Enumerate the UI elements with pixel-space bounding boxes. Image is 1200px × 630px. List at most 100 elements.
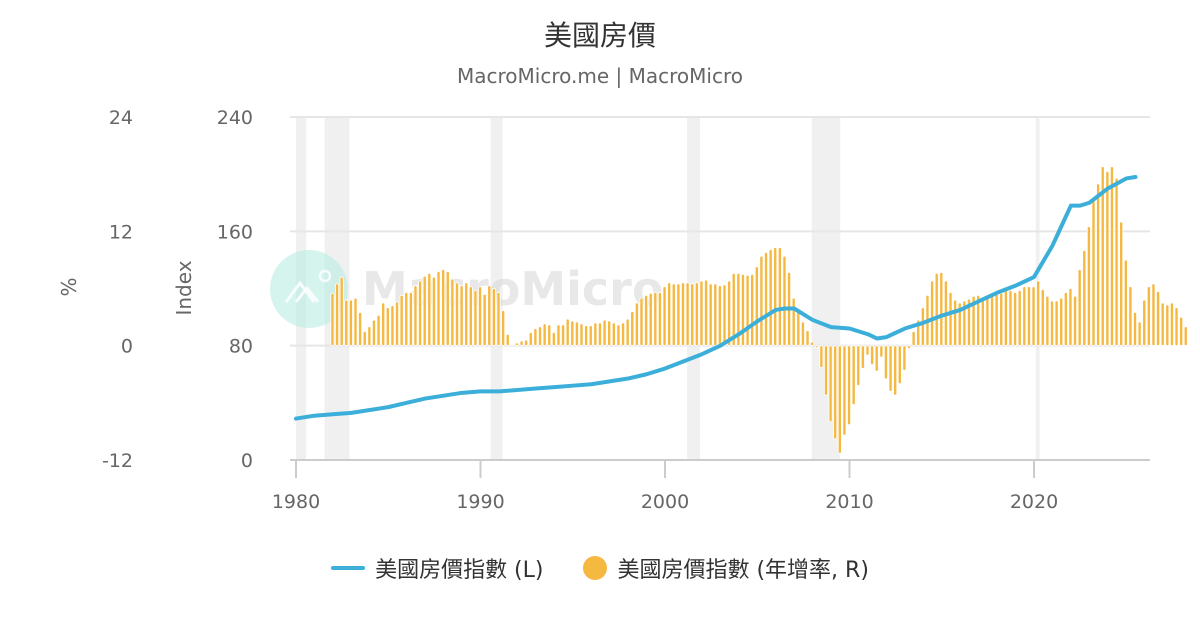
yoy-bar [644,294,649,347]
line-swatch-icon [331,566,366,570]
yoy-bar [339,276,344,347]
right-axis-title: % [57,277,81,296]
yoy-bar [1137,321,1142,347]
yoy-bar [1114,177,1119,347]
yoy-bar [459,285,464,347]
yoy-bar [625,318,630,347]
yoy-bar [404,291,409,347]
yoy-bar [538,326,543,347]
yoy-bar [957,302,962,347]
yoy-bar [468,286,473,347]
yoy-bar [607,320,612,347]
x-tick-label: 2020 [1010,491,1058,513]
yoy-bar [584,325,589,347]
yoy-bar [542,323,547,347]
yoy-bar [717,285,722,347]
yoy-bar [842,345,847,436]
yoy-bar [782,255,787,347]
yoy-bar [819,345,824,368]
yoy-bar [450,278,455,347]
yoy-bar [713,283,718,347]
yoy-bar [704,279,709,347]
yoy-bar [685,282,690,347]
yoy-bar [814,345,819,348]
circle-swatch-icon [583,556,608,580]
yoy-bar [1179,316,1184,347]
yoy-bar [856,345,861,387]
yoy-bar [745,274,750,347]
yoy-bar [1040,289,1045,347]
legend-label-index: 美國房價指數 (L) [375,558,544,583]
yoy-bar [727,280,732,347]
yoy-bar [1059,297,1064,347]
yoy-bar [519,340,524,347]
legend-label-yoy: 美國房價指數 (年增率, R) [617,558,869,583]
yoy-bar [1119,221,1124,347]
yoy-bar [565,318,570,347]
left-axis-tick: 240 [217,107,253,129]
yoy-bar [930,280,935,347]
yoy-bar [1022,286,1027,347]
yoy-bar [879,345,884,358]
yoy-bar [454,282,459,347]
yoy-bar [408,291,413,347]
legend-item-yoy[interactable]: 美國房價指數 (年增率, R) [583,552,869,584]
yoy-bar [777,247,782,347]
yoy-bar [348,299,353,347]
yoy-bar [399,294,404,347]
yoy-bar [482,293,487,347]
yoy-bar [773,247,778,347]
right-axis-tick: -12 [102,450,133,472]
yoy-bar [764,251,769,347]
yoy-bar [768,249,773,347]
yoy-bar [533,328,538,347]
yoy-bar [1091,198,1096,347]
yoy-bar [1045,295,1050,347]
yoy-bar [681,282,686,347]
right-axis-tick: 12 [109,221,133,243]
yoy-bar [376,314,381,347]
yoy-bar [791,297,796,347]
yoy-bar [911,330,916,347]
left-axis-tick: 80 [229,336,253,358]
left-axis-title: Index [172,260,196,315]
yoy-bar [976,294,981,347]
yoy-bar [750,273,755,347]
yoy-bar [883,345,888,380]
chart-subtitle: MacroMicro.me | MacroMicro [457,64,743,88]
yoy-bar [1160,302,1165,347]
yoy-bar [634,302,639,347]
yoy-bar [1151,283,1156,347]
yoy-bar [501,310,506,347]
index-line [294,175,1138,421]
yoy-bar [524,339,529,347]
yoy-bar [1017,290,1022,347]
yoy-bar [1096,183,1101,347]
yoy-bar [496,291,501,347]
yoy-bar [985,294,990,347]
yoy-bar [865,345,870,356]
yoy-bar [413,285,418,347]
yoy-bar [1077,269,1082,347]
right-axis-tick: 0 [121,336,133,358]
yoy-bar [491,288,496,347]
yoy-bar [754,266,759,347]
legend-item-index[interactable]: 美國房價指數 (L) [331,552,543,584]
right-axis-tick: 24 [109,107,133,129]
yoy-bar [657,291,662,347]
yoy-bar [888,345,893,392]
yoy-bar [907,345,912,349]
yoy-bar [1026,286,1031,347]
yoy-bar [1086,226,1091,347]
yoy-bar [874,345,879,372]
yoy-bar [893,345,898,396]
yoy-bar [805,330,810,347]
yoy-bar [344,299,349,347]
yoy-bar [551,331,556,347]
yoy-bar [362,330,367,347]
yoy-bar [473,290,478,347]
yoy-bar [847,345,852,426]
yoy-bar [367,326,372,347]
yoy-bar [800,321,805,347]
